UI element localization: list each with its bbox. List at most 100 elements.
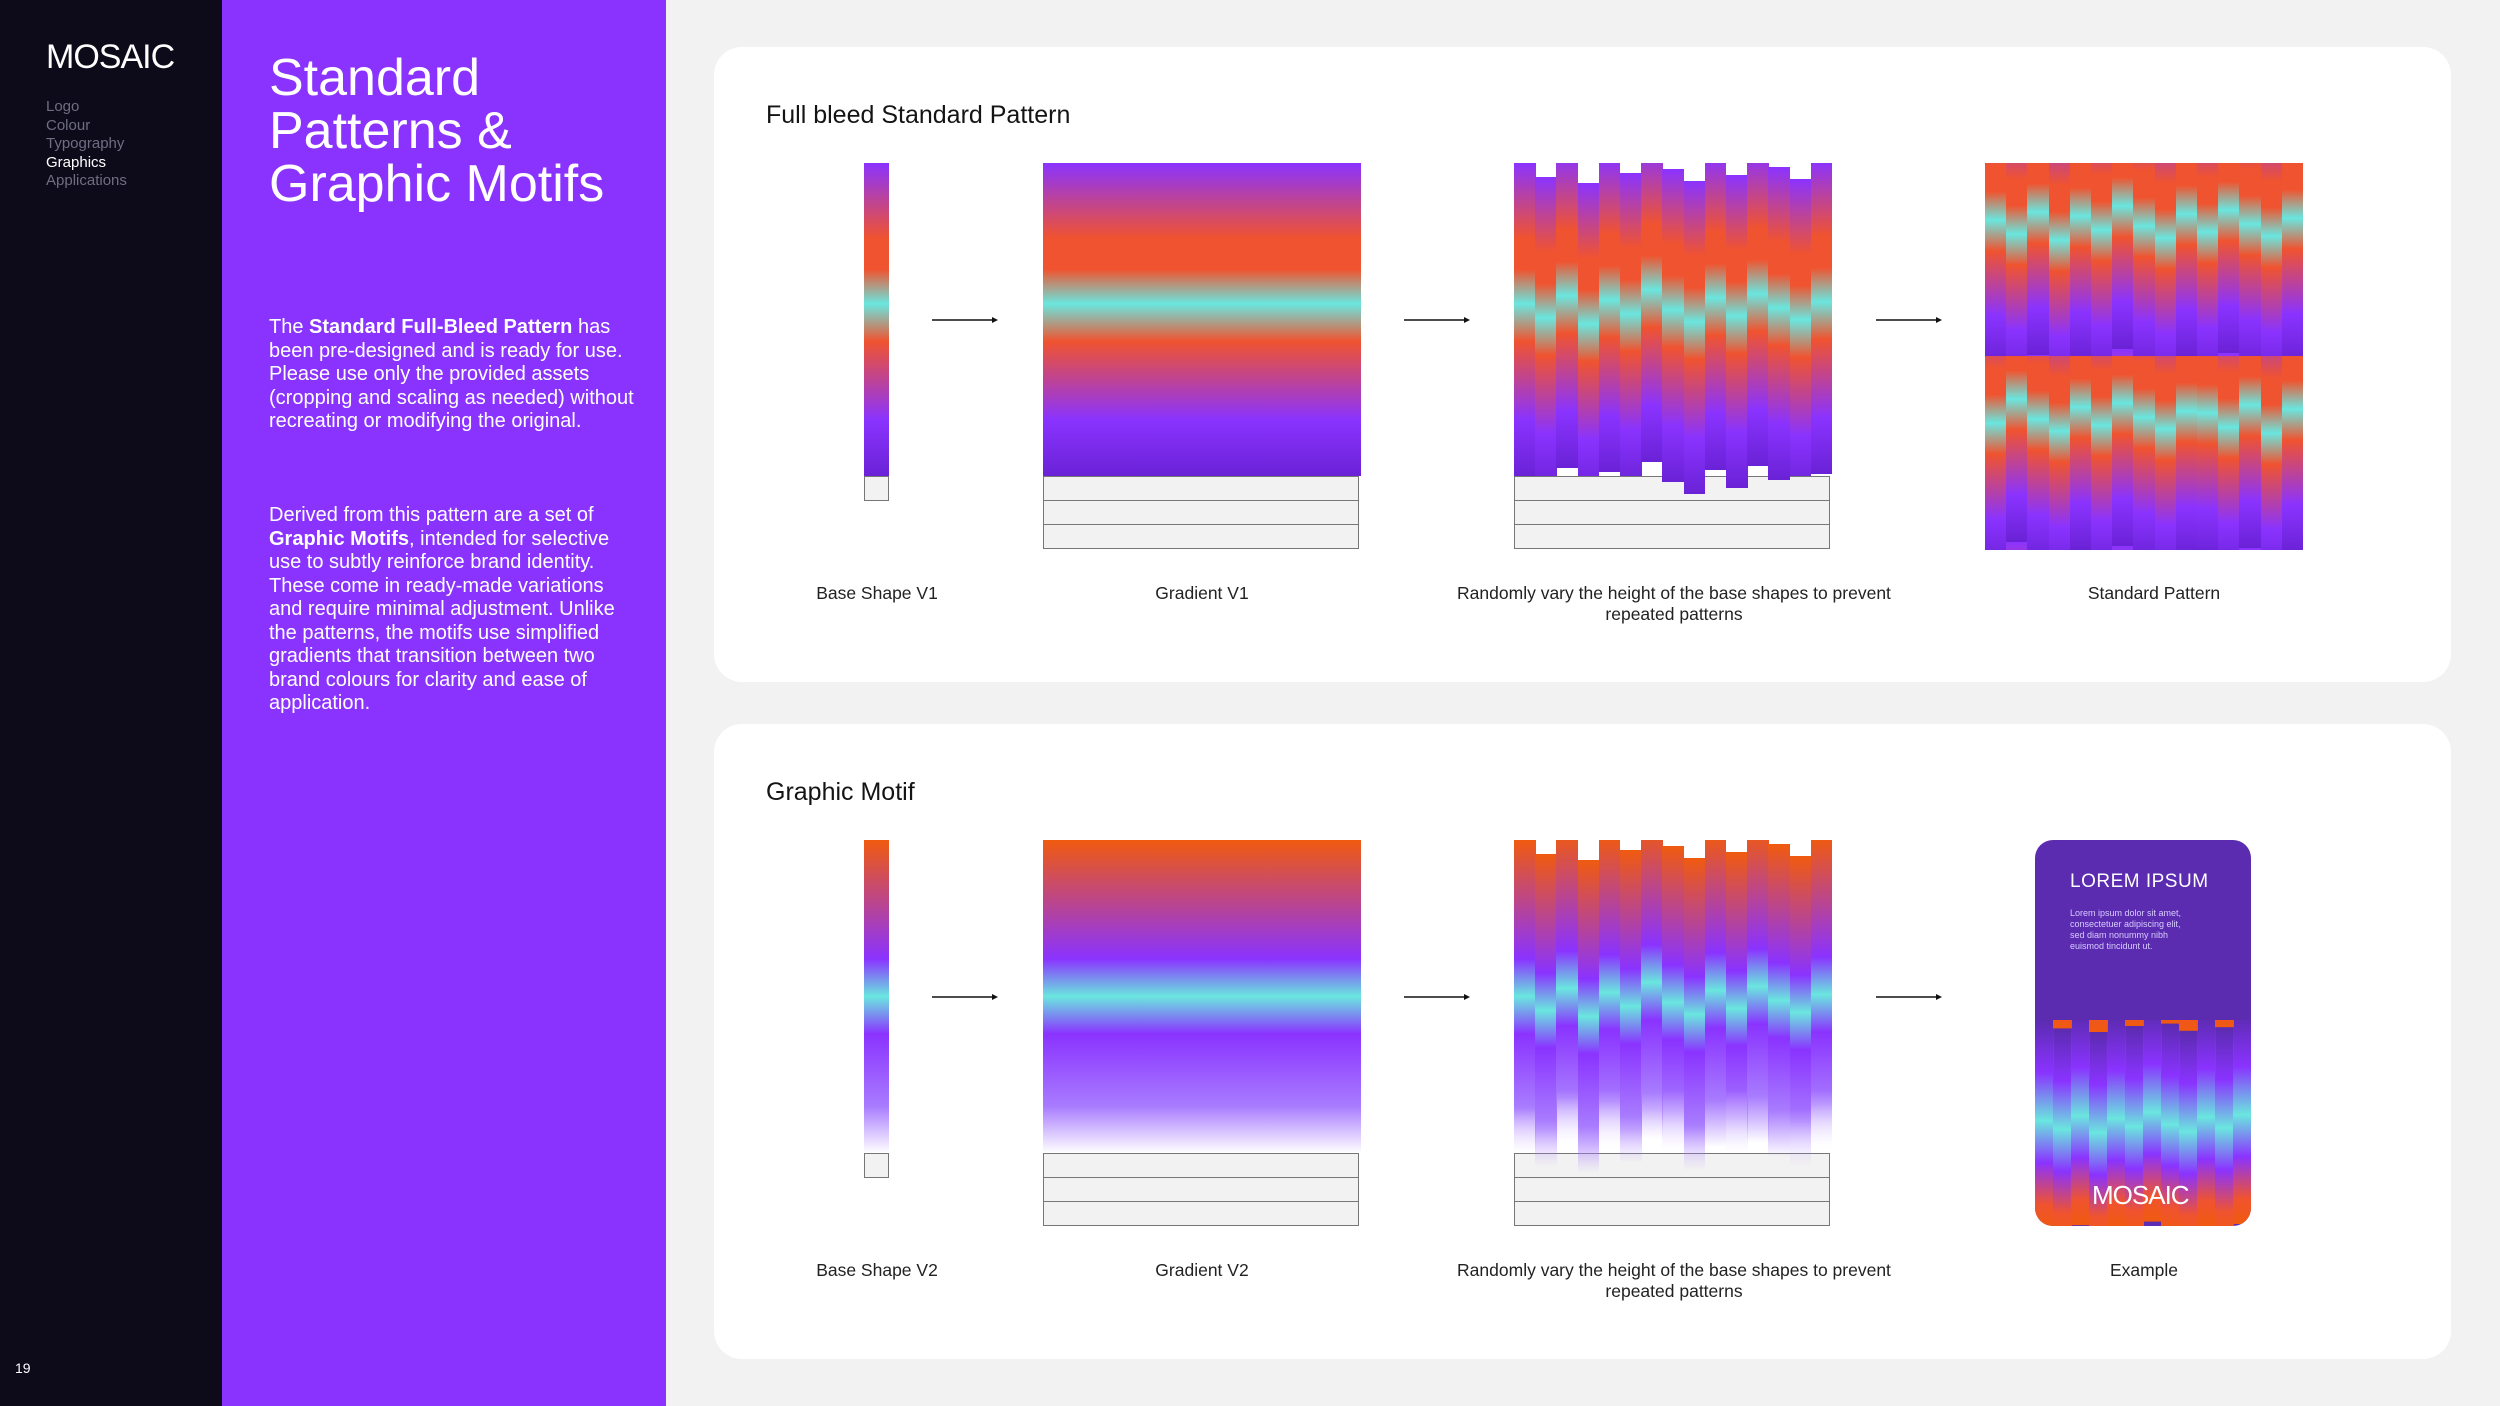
pattern-tile — [2006, 356, 2028, 550]
row-slot — [1043, 476, 1359, 500]
pattern-tile — [2281, 163, 2303, 357]
gradient-v1 — [1043, 163, 1361, 476]
pattern-tile — [2006, 163, 2028, 357]
phone-pattern — [2035, 1020, 2251, 1226]
base-shape-v2 — [864, 840, 889, 1153]
example-phone: LOREM IPSUM Lorem ipsum dolor sit amet, … — [2035, 840, 2251, 1226]
pattern-tile — [2239, 356, 2262, 550]
pattern-bar — [1577, 163, 1600, 476]
nav-item-colour[interactable]: Colour — [46, 116, 91, 134]
p2-prefix: Derived from this pattern are a set of — [269, 504, 594, 526]
pattern-bar — [1683, 840, 1706, 1202]
varied-bars-v1 — [1514, 163, 1833, 550]
phone-pattern-bar — [2107, 1020, 2126, 1226]
pattern-bar — [1577, 840, 1600, 1227]
pattern-bar — [1620, 163, 1642, 476]
pattern-bar — [1620, 840, 1642, 1202]
graphic-motif-card: Graphic Motif LOREM IPSUM Lorem ipsum do… — [714, 724, 2451, 1359]
pattern-tile — [2154, 356, 2177, 550]
gradient-v1-rows — [1043, 476, 1359, 549]
phone-pattern-bar — [2071, 1020, 2090, 1226]
intro-paragraph-2: Derived from this pattern are a set of G… — [269, 504, 634, 716]
pattern-tile — [1985, 163, 2007, 357]
pattern-bar — [1535, 163, 1557, 476]
pattern-tile — [2218, 356, 2240, 550]
pattern-tile — [2175, 163, 2198, 357]
pattern-tile — [2239, 163, 2262, 357]
pattern-tile — [2027, 163, 2050, 357]
intro-panel: Standard Patterns & Graphic Motifs The S… — [222, 0, 666, 1406]
phone-pattern-bar — [2053, 1020, 2072, 1226]
p1-prefix: The — [269, 316, 310, 338]
p1-rest: has been pre-designed and is ready for u… — [269, 316, 634, 432]
phone-pattern-bar — [2197, 1020, 2216, 1226]
section-title: Full bleed Standard Pattern — [766, 101, 1071, 129]
pattern-bar — [1726, 163, 1748, 550]
base-shape-empty-box — [864, 1153, 889, 1178]
caption-base-shape-v2: Base Shape V2 — [816, 1260, 938, 1280]
caption-example: Example — [2109, 1260, 2179, 1280]
pattern-bar — [1598, 840, 1621, 1153]
arrow-icon — [1876, 994, 1942, 1000]
nav-item-graphics[interactable]: Graphics — [46, 153, 107, 171]
intro-paragraph-1: The Standard Full-Bleed Pattern has been… — [269, 316, 634, 434]
pattern-bar — [1514, 840, 1536, 1177]
pattern-tile — [2091, 356, 2113, 550]
row-slot — [1043, 500, 1359, 524]
nav-item-logo[interactable]: Logo — [46, 98, 80, 115]
pattern-tile — [2112, 356, 2134, 550]
pattern-tile — [2260, 356, 2283, 550]
pattern-tile — [2260, 163, 2283, 357]
p1-bold: Standard Full-Bleed Pattern — [309, 316, 573, 338]
pattern-tile — [2091, 163, 2113, 357]
pattern-bar — [1704, 163, 1727, 476]
pattern-bar — [1662, 840, 1685, 1153]
arrow-icon — [932, 317, 998, 323]
pattern-tile — [2069, 356, 2092, 550]
pattern-bar — [1810, 163, 1833, 500]
pattern-tile — [2281, 356, 2303, 550]
row-slot — [1043, 1177, 1359, 1201]
row-slot — [1043, 524, 1359, 549]
pattern-bar — [1747, 840, 1769, 1202]
caption-standard-pattern: Standard Pattern — [2087, 583, 2221, 603]
base-shape-empty-box — [864, 476, 889, 501]
pattern-tile — [2133, 163, 2156, 357]
nav-item-applications[interactable]: Applications — [46, 172, 127, 189]
phone-pattern-bar — [2215, 1020, 2234, 1226]
pattern-tile — [2027, 356, 2050, 550]
pattern-bar — [1789, 840, 1812, 1177]
gradient-v2-rows — [1043, 1153, 1359, 1226]
caption-gradient-v2: Gradient V2 — [1155, 1260, 1249, 1280]
base-shape-v1 — [864, 163, 889, 476]
pattern-bar — [1514, 163, 1536, 500]
pattern-tile — [2133, 356, 2156, 550]
pattern-bar — [1810, 840, 1833, 1153]
pattern-tile — [2069, 163, 2092, 357]
caption-vary-v2: Randomly vary the height of the base sha… — [1457, 1260, 1891, 1301]
pattern-tile — [2197, 163, 2219, 357]
example-body: Lorem ipsum dolor sit amet, consectetuer… — [2070, 908, 2182, 951]
pattern-bar — [1662, 163, 1685, 550]
phone-pattern-bar — [2089, 1020, 2108, 1226]
pattern-tile — [2197, 356, 2219, 550]
arrow-icon — [1404, 317, 1470, 323]
p2-rest: , intended for selective use to subtly r… — [269, 527, 615, 715]
page-number: 19 — [15, 1360, 31, 1376]
pattern-bar — [1598, 163, 1621, 500]
pattern-bar — [1768, 163, 1791, 525]
pattern-bar — [1747, 163, 1769, 500]
pattern-tile — [2175, 356, 2198, 550]
pattern-bar — [1535, 840, 1557, 1202]
caption-vary-v1: Randomly vary the height of the base sha… — [1457, 583, 1891, 624]
pattern-tile — [2048, 356, 2071, 550]
nav-item-typography[interactable]: Typography — [46, 135, 125, 152]
phone-pattern-bar — [2161, 1020, 2180, 1226]
sidebar: MOSAIC Logo Colour Typography Graphics A… — [0, 0, 222, 1406]
arrow-icon — [1876, 317, 1942, 323]
pattern-bar — [1641, 163, 1663, 500]
sidebar-nav: Logo Colour Typography Graphics Applicat… — [46, 98, 127, 191]
pattern-tile — [2048, 163, 2071, 357]
row-slot — [1043, 1201, 1359, 1226]
varied-bars-v2 — [1514, 840, 1833, 1227]
